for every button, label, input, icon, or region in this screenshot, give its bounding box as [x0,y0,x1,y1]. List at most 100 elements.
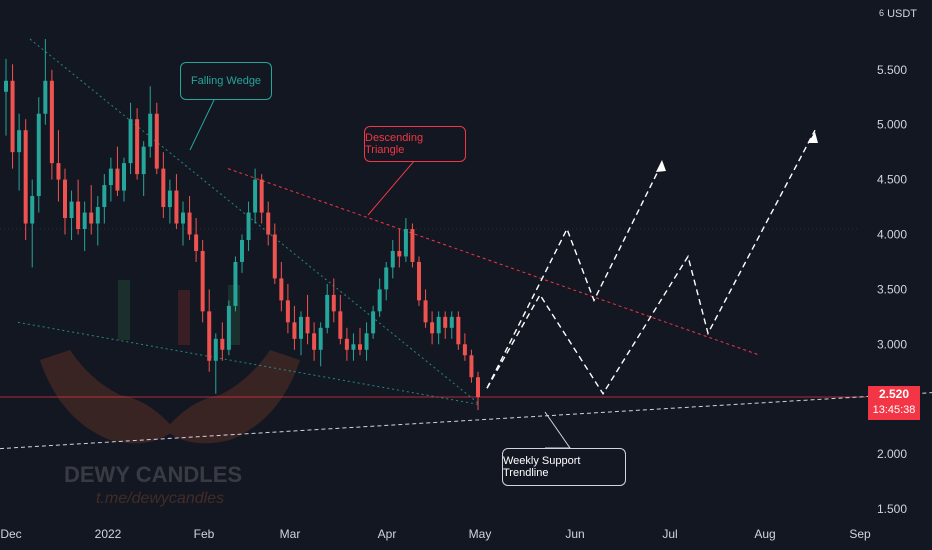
x-tick-label: Dec [0,527,21,541]
x-tick-label: Sep [849,527,871,541]
x-tick-label: 2022 [95,527,122,541]
wedge-upper-line [29,38,481,406]
candle-body [10,80,15,153]
candle-body [115,168,120,191]
candle-body [285,300,290,323]
descending-triangle-label: Descending Triangle [364,126,466,162]
candle-body [226,305,231,350]
candle-body [272,234,277,279]
y-tick-label: 2.000 [877,447,907,461]
watermark-hands-logo [40,280,300,444]
x-tick-label: Apr [378,527,397,541]
candle-body [187,212,192,235]
candle-body [423,300,428,323]
y-tick-label: 5.000 [877,118,907,132]
projection-path-upper [486,162,663,389]
candle-body [30,196,35,224]
candle-body [220,338,225,350]
currency-prefix: 6 [879,8,885,18]
support-pointer [544,411,571,449]
falling-wedge-label: Falling Wedge [180,62,272,100]
candle-body [148,113,153,147]
candle-body [4,80,8,92]
projection-arrow-upper [656,160,666,172]
candle-body [69,201,74,219]
x-tick-label: Feb [194,527,215,541]
candle-body [377,289,382,312]
triangle-upper-line [227,168,761,356]
candle-body [253,179,258,213]
candle-body [469,355,474,378]
candle-body [246,212,251,240]
candle-body [279,278,284,301]
candle-body [108,168,113,186]
candle-body [417,261,421,301]
candle-body [141,146,146,175]
candle-body [476,377,480,398]
candle-body [331,294,336,312]
candle-body [233,261,238,306]
candle-body [292,322,297,339]
candle-body [49,80,54,164]
weekly-support-trendline-label: Weekly Support Trendline [502,448,626,486]
candle-body [364,333,369,350]
projection-arrow-lower [808,132,818,143]
candle-body [154,113,159,169]
candle-body [174,190,179,224]
y-tick-label: 3.000 [877,337,907,351]
candle-body [89,212,94,224]
candle-body [102,185,107,208]
currency-label: 6 USDT [879,8,917,20]
candle-body [207,311,212,361]
watermark-brand: DEWY CANDLES [64,462,243,487]
candle-body [63,179,67,219]
x-axis: Dec 2022 Feb Mar Apr May Jun Jul Aug Sep [0,527,871,541]
candle-body [43,80,48,114]
y-tick-label: 1.500 [877,502,907,516]
trendlines [0,38,932,450]
x-tick-label: Aug [754,527,775,541]
candle-body [161,168,166,208]
candle-body [449,316,454,328]
candle-body [305,316,310,334]
candle-body [410,229,415,262]
candle-body [200,250,205,312]
countdown: 13:45:38 [872,404,916,416]
last-price-tag: 2.520 13:45:38 [868,386,920,420]
candle-body [76,201,81,230]
candle-body [23,130,28,224]
candle-body [456,316,461,345]
candle-body [95,207,100,224]
candle-body [338,311,343,339]
candle-body [240,239,244,262]
last-price: 2.520 [878,387,910,401]
y-tick-label: 3.500 [877,282,907,296]
candle-body [135,119,140,175]
candle-body [122,163,126,191]
candle-body [325,294,330,328]
candle-body [403,229,408,257]
candle-body [436,316,441,334]
candle-body [344,338,349,350]
candle-body [194,234,199,251]
candles [4,39,480,411]
candle-body [318,327,323,350]
candle-body [299,316,303,339]
projection-paths [486,129,818,396]
candle-body [266,212,271,235]
candle-body [358,344,362,350]
watermark-link: t.me/dewycandles [96,490,225,507]
candle-body [351,344,356,350]
candle-body [312,333,317,350]
candle-body [56,163,61,180]
falling-wedge-pointer [189,97,216,151]
candle-body [390,250,395,268]
candle-body [213,338,218,361]
weekly-support-line [0,392,932,450]
candle-body [371,311,376,334]
candle-body [181,212,185,224]
candle-body [128,119,133,164]
candle-body [397,250,402,257]
candle-body [17,130,22,153]
